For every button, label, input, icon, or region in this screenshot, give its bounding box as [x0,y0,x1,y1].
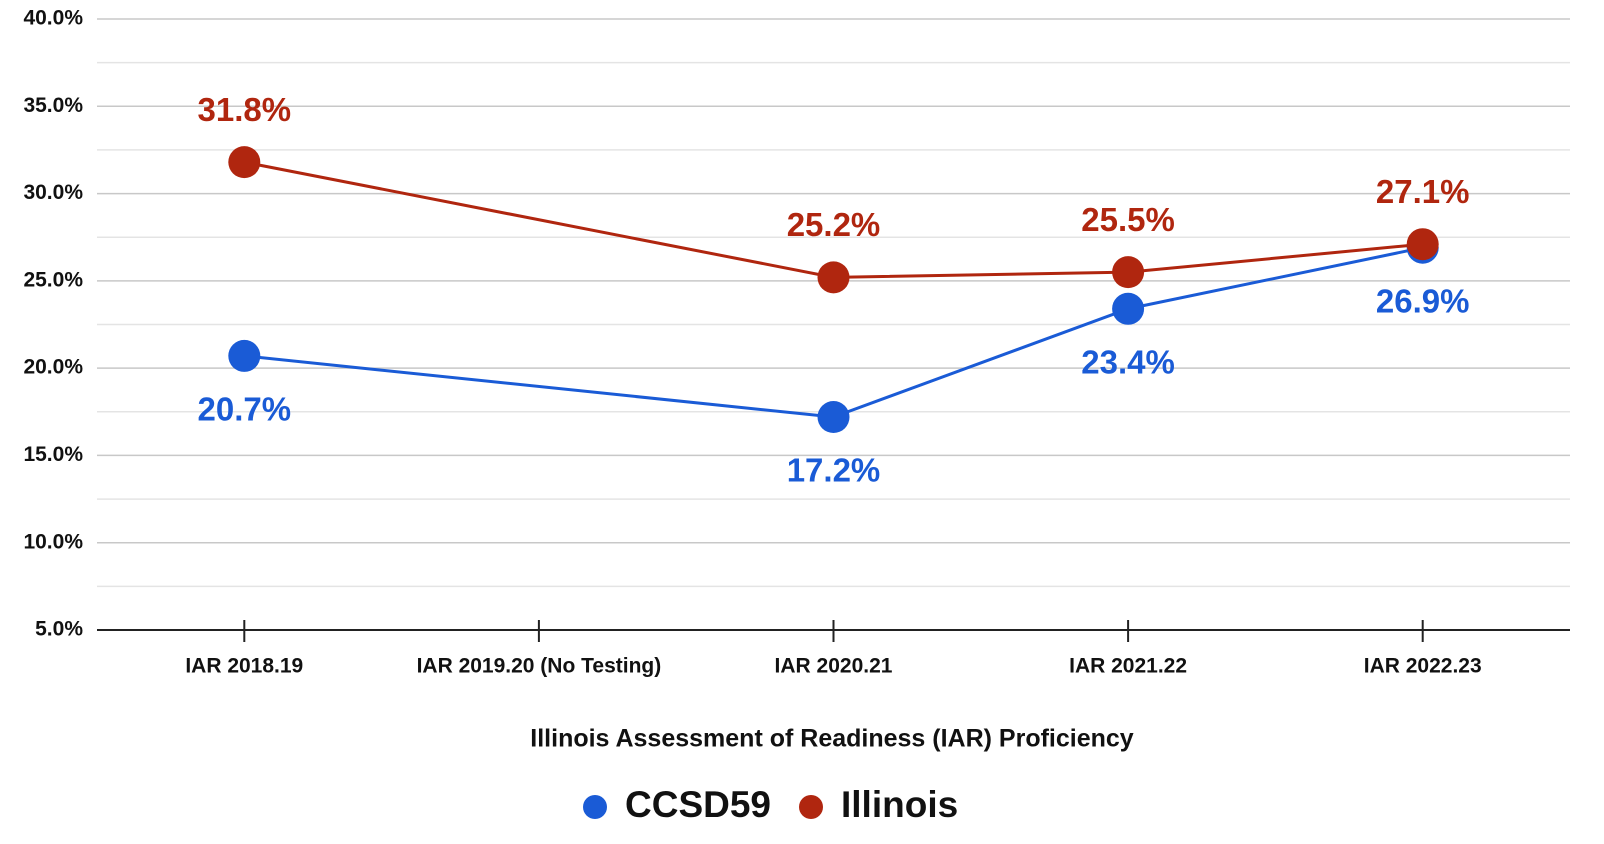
legend-marker [799,795,823,819]
data-label: 17.2% [787,452,881,489]
y-tick-label: 35.0% [23,94,83,117]
x-axis-title: Illinois Assessment of Readiness (IAR) P… [530,725,1134,753]
x-tick-label: IAR 2021.22 [1069,655,1187,678]
x-tick-label: IAR 2019.20 (No Testing) [417,655,662,678]
data-label: 25.5% [1081,201,1175,238]
data-point [817,401,850,434]
data-point [1112,292,1145,325]
y-tick-label: 25.0% [23,268,83,291]
y-tick-label: 15.0% [23,443,83,466]
y-tick-label: 5.0% [35,618,83,641]
data-label: 27.1% [1376,173,1470,210]
legend-marker [583,795,607,819]
legend-label: Illinois [841,784,958,825]
y-tick-label: 40.0% [23,7,83,30]
data-point [1406,228,1439,261]
series-line [244,160,1423,279]
data-label: 23.4% [1081,344,1175,381]
data-point [817,261,850,294]
data-point [228,146,261,179]
series-line [244,246,1424,419]
data-label: 31.8% [198,91,292,128]
data-label: 26.9% [1376,282,1470,319]
x-tick-label: IAR 2022.23 [1364,655,1482,678]
y-tick-label: 30.0% [23,181,83,204]
x-tick-label: IAR 2018.19 [185,655,303,678]
data-point [1112,256,1145,289]
y-tick-label: 20.0% [23,356,83,379]
legend-label: CCSD59 [625,784,771,825]
data-point [228,339,261,372]
data-label: 20.7% [198,391,292,428]
data-label: 25.2% [787,206,881,243]
x-tick-label: IAR 2020.21 [775,655,893,678]
y-tick-label: 10.0% [23,530,83,553]
